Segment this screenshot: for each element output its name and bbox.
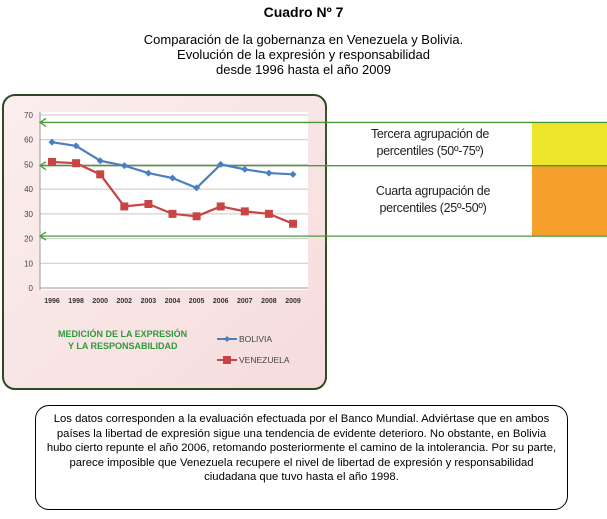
point-bolivia [48,138,56,146]
point-bolivia [144,169,152,177]
point-bolivia [96,157,104,165]
subtitle-line: Comparación de la gobernanza en Venezuel… [143,32,464,47]
x-tick-label: 1998 [68,298,84,305]
legend-marker-venezuela [223,356,231,364]
x-tick-label: 2009 [285,298,301,305]
subtitle-line: desde 1996 hasta el año 2009 [216,62,391,77]
point-bolivia [120,162,128,170]
reference-arrow [38,161,47,171]
x-tick-label: 2008 [261,298,277,305]
legend-bolivia: BOLIVIA [239,334,272,344]
point-venezuela [120,202,129,211]
point-bolivia [241,165,249,173]
legend-venezuela: VENEZUELA [239,355,290,365]
plot-area [40,112,308,290]
band-label-fourth: Cuarta agrupación de percentiles (25º-50º… [333,183,533,217]
point-venezuela [144,199,153,208]
y-tick-label: 60 [24,136,33,145]
y-tick-label: 30 [24,210,33,219]
point-bolivia [289,170,297,178]
x-tick-label: 1996 [44,298,60,305]
page-title: Cuadro Nº 7 [263,4,344,20]
point-venezuela [216,202,225,211]
y-tick-label: 40 [24,185,33,194]
point-venezuela [240,207,249,216]
point-venezuela [72,159,81,168]
annotation-line-1: MEDICIÓN DE LA EXPRESIÓN [58,328,187,339]
annotation-line-2: Y LA RESPONSABILIDAD [68,341,178,351]
band-label-third: Tercera agrupación de percentiles (50º-75… [330,126,530,160]
x-tick-label: 2004 [165,298,181,305]
point-bolivia [265,169,273,177]
y-tick-label: 0 [29,284,34,293]
x-tick-label: 2002 [117,298,133,305]
x-tick-label: 2007 [237,298,253,305]
y-tick-label: 50 [24,160,33,169]
point-venezuela [96,170,105,179]
note-box: Los datos corresponden a la evaluación e… [35,405,568,510]
x-tick-label: 2006 [213,298,229,305]
point-venezuela [48,157,56,166]
band-label-line: percentiles (25º-50º) [379,201,487,215]
point-bolivia [72,142,80,150]
band-label-line: percentiles (50º-75º) [376,144,484,158]
reference-arrow [38,231,47,241]
x-tick-label: 2000 [92,298,108,305]
legend-marker-bolivia [224,336,230,342]
point-venezuela [289,219,297,228]
point-venezuela [264,209,273,218]
chart: 0 10 20 30 40 50 60 70 1996 1998 2000 2002 2003 2004 2… [2,94,607,390]
x-tick-label: 2005 [189,298,205,305]
point-bolivia [217,160,225,168]
point-venezuela [192,212,201,221]
x-tick-label: 2003 [141,298,157,305]
y-tick-label: 20 [24,235,33,244]
band-fourth-color [532,165,607,237]
y-tick-label: 70 [24,111,33,120]
band-label-line: Tercera agrupación de [370,127,490,141]
subtitle-line: Evolución de la expresión y responsabili… [177,47,430,62]
reference-arrow [38,117,47,127]
band-third-color [532,122,607,166]
point-bolivia [169,174,176,182]
band-label-line: Cuarta agrupación de [375,184,491,198]
legend: BOLIVIA VENEZUELA [217,334,290,365]
point-bolivia [193,184,201,192]
y-tick-label: 10 [24,259,33,268]
subtitle: Comparación de la gobernanza en Venezuel… [0,32,607,77]
point-venezuela [168,209,177,218]
